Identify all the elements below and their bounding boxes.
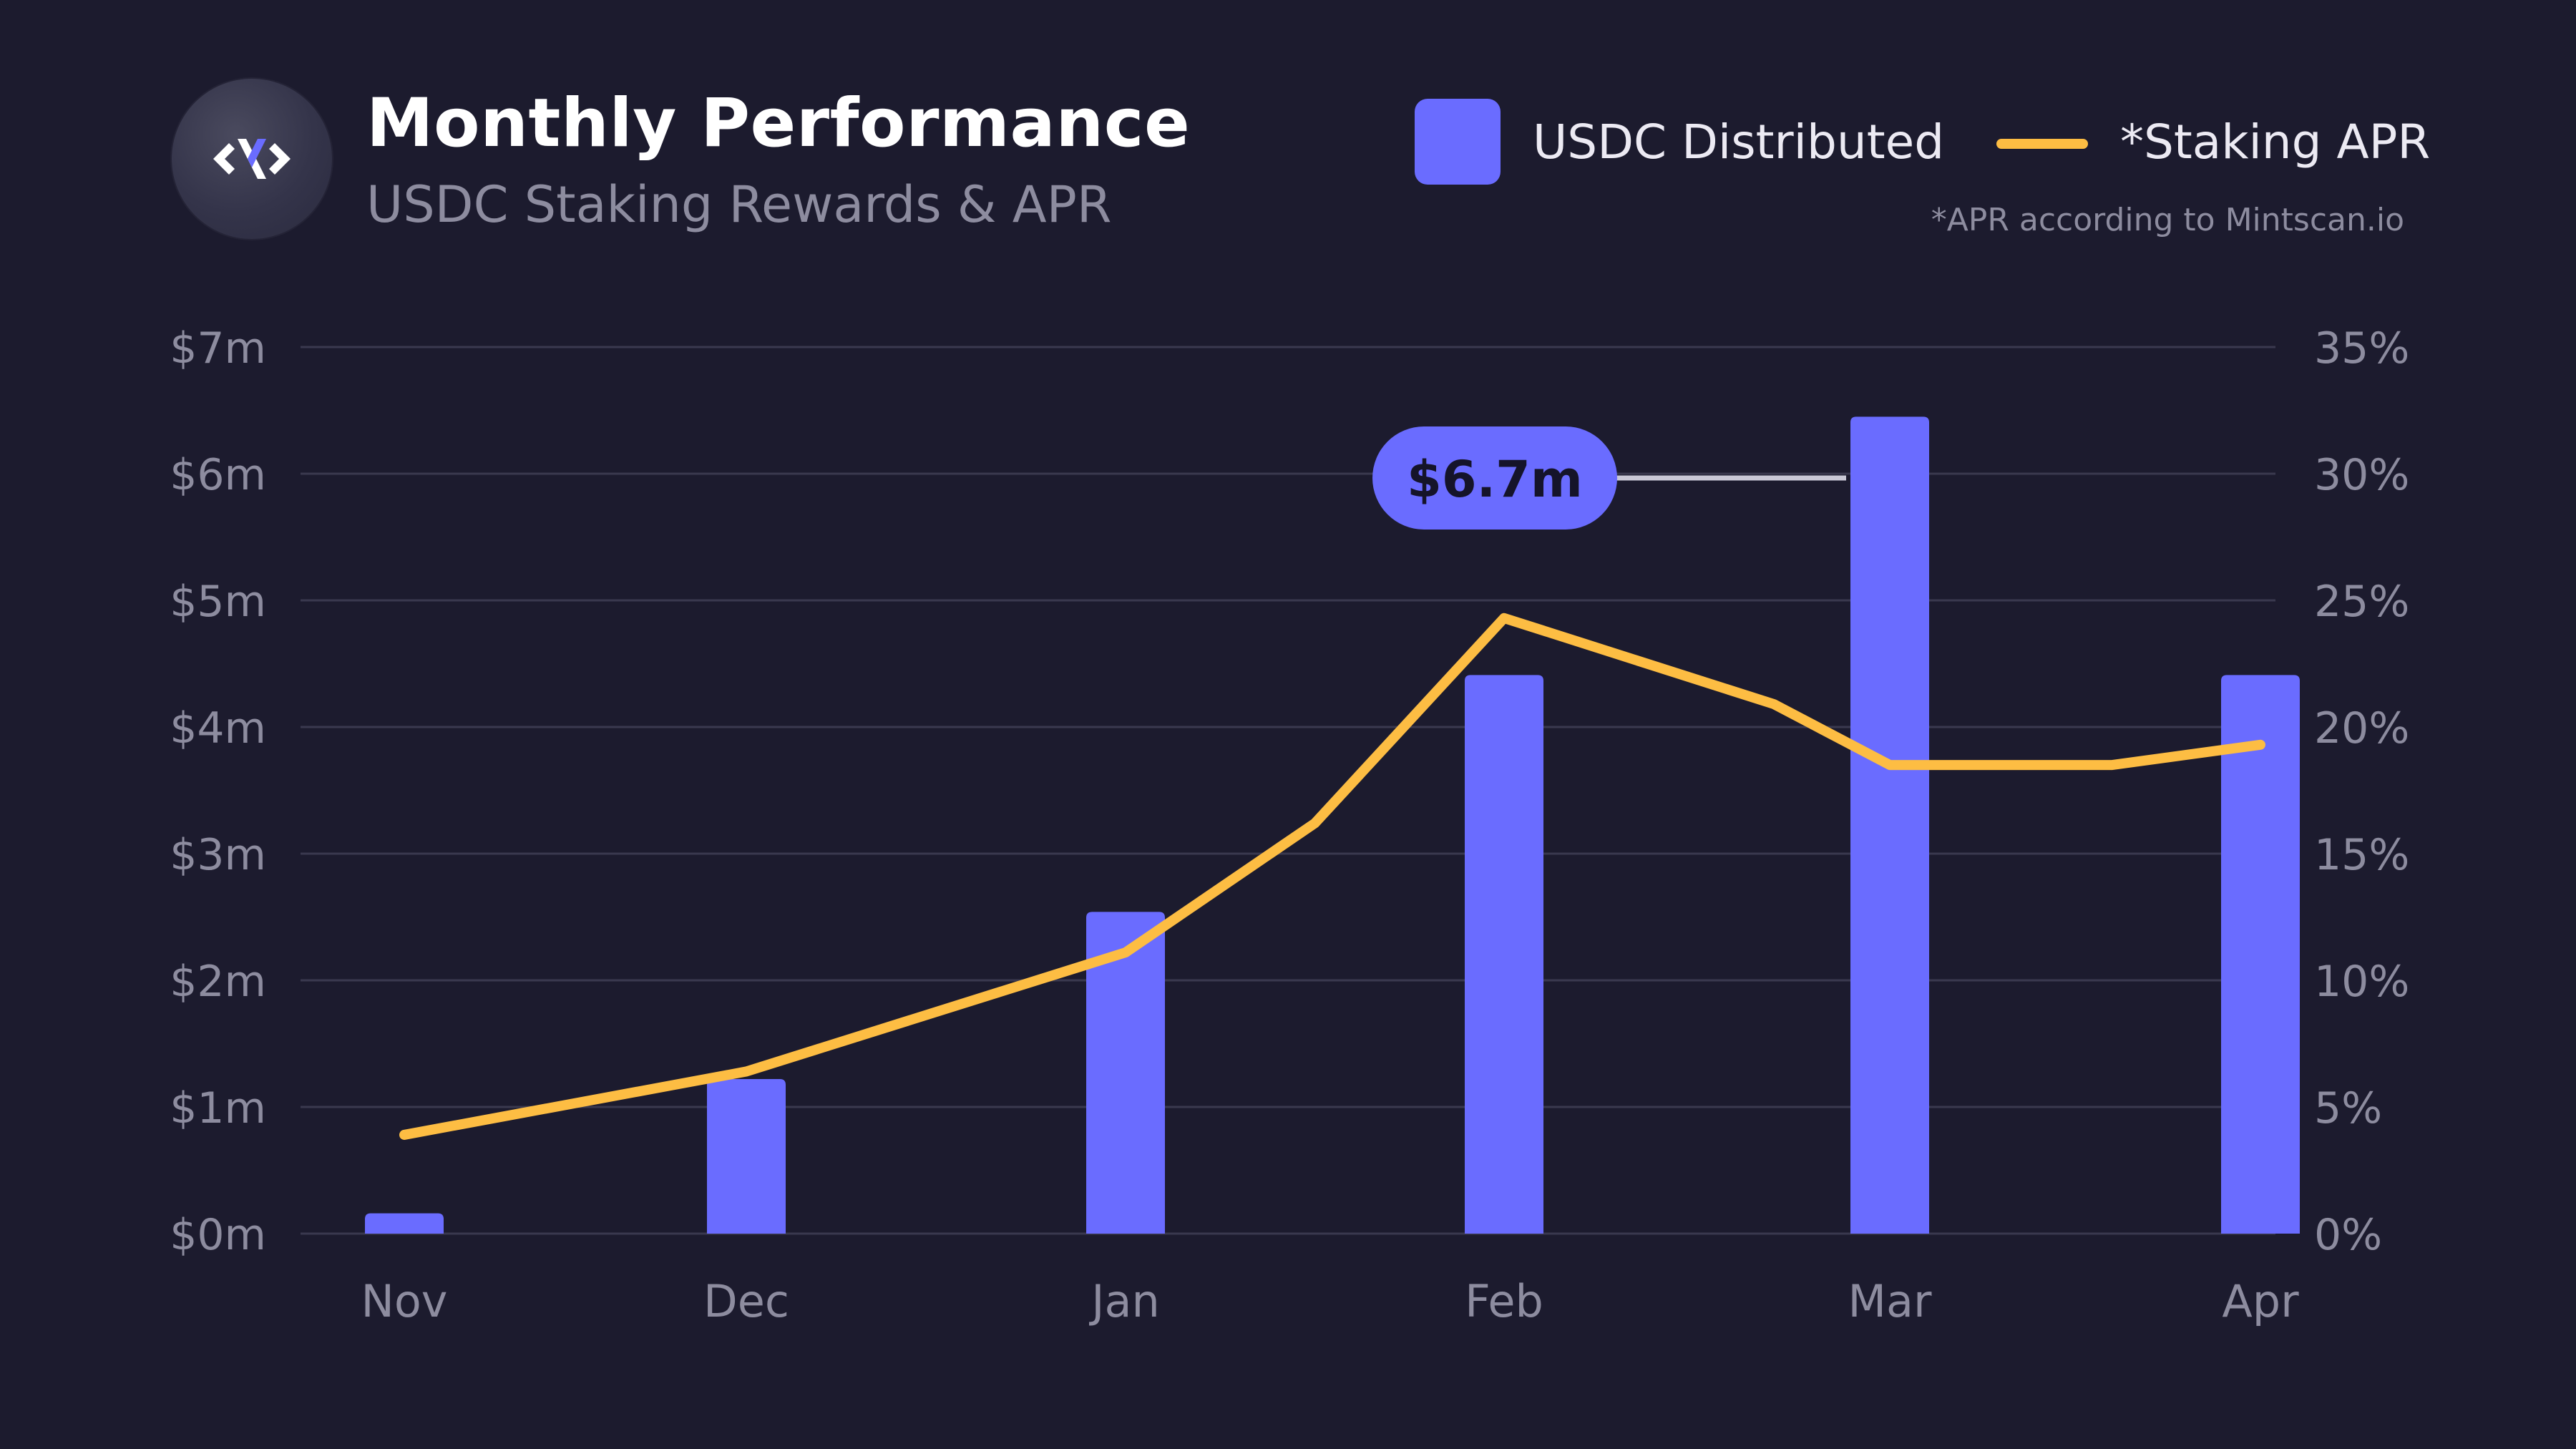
apr-line bbox=[399, 613, 2265, 1140]
x-tick-label: Apr bbox=[2222, 1275, 2299, 1327]
bar bbox=[707, 1079, 786, 1234]
y-left-tick-label: $3m bbox=[170, 830, 266, 880]
apr-point bbox=[1125, 952, 1126, 953]
legend-line-swatch bbox=[1996, 139, 2088, 149]
apr-point bbox=[404, 1134, 405, 1136]
y-right-tick-label: 10% bbox=[2314, 957, 2409, 1007]
legend-line-label: *Staking APR bbox=[2120, 114, 2431, 170]
bar bbox=[1850, 416, 1929, 1234]
apr-point bbox=[1503, 618, 1505, 619]
y-right-tick-label: 20% bbox=[2314, 703, 2409, 753]
y-right-tick-label: 25% bbox=[2314, 577, 2409, 627]
legend-bar-label: USDC Distributed bbox=[1533, 114, 1945, 170]
legend-bar-swatch bbox=[1415, 99, 1501, 185]
apr-point bbox=[746, 1070, 747, 1072]
x-tick-label: Dec bbox=[703, 1275, 789, 1327]
annotation-label: $6.7m bbox=[1407, 450, 1583, 509]
legend-footnote: *APR according to Mintscan.io bbox=[1931, 202, 2404, 238]
y-left-tick-label: $4m bbox=[170, 703, 266, 753]
y-left-tick-label: $0m bbox=[170, 1210, 266, 1260]
bar bbox=[1465, 675, 1543, 1234]
y-right-tick-label: 15% bbox=[2314, 830, 2409, 880]
page-subtitle: USDC Staking Rewards & APR bbox=[366, 175, 1112, 234]
y-left-tick-label: $6m bbox=[170, 450, 266, 500]
y-right-tick-label: 0% bbox=[2314, 1210, 2382, 1260]
x-tick-label: Feb bbox=[1465, 1275, 1543, 1327]
y-left-tick-label: $1m bbox=[170, 1083, 266, 1133]
apr-point bbox=[2112, 764, 2113, 766]
apr-point bbox=[1314, 823, 1316, 824]
x-tick-label: Jan bbox=[1088, 1275, 1160, 1327]
y-right-tick-label: 30% bbox=[2314, 450, 2409, 500]
y-right-tick-label: 35% bbox=[2314, 323, 2409, 374]
bar bbox=[2221, 675, 2300, 1234]
xx-logo-icon bbox=[172, 79, 332, 239]
apr-point bbox=[1773, 703, 1775, 705]
y-left-tick-label: $5m bbox=[170, 577, 266, 627]
x-tick-label: Nov bbox=[361, 1275, 447, 1327]
bar bbox=[1086, 912, 1165, 1234]
annotation-pill bbox=[1372, 426, 1617, 530]
y-left-tick-label: $7m bbox=[170, 323, 266, 374]
y-right-tick-label: 5% bbox=[2314, 1083, 2382, 1133]
apr-point bbox=[2260, 744, 2261, 746]
x-tick-label: Mar bbox=[1848, 1275, 1932, 1327]
y-left-tick-label: $2m bbox=[170, 957, 266, 1007]
apr-point bbox=[1889, 764, 1890, 766]
bar bbox=[365, 1213, 444, 1234]
page-title: Monthly Performance bbox=[366, 84, 1191, 162]
